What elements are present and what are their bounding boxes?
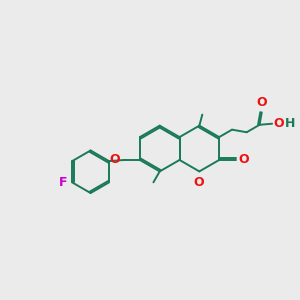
Text: O: O xyxy=(256,97,267,110)
Text: H: H xyxy=(284,117,295,130)
Text: O: O xyxy=(274,117,284,130)
Text: F: F xyxy=(59,176,68,189)
Text: O: O xyxy=(110,153,120,166)
Text: O: O xyxy=(193,176,204,189)
Text: O: O xyxy=(238,153,249,166)
